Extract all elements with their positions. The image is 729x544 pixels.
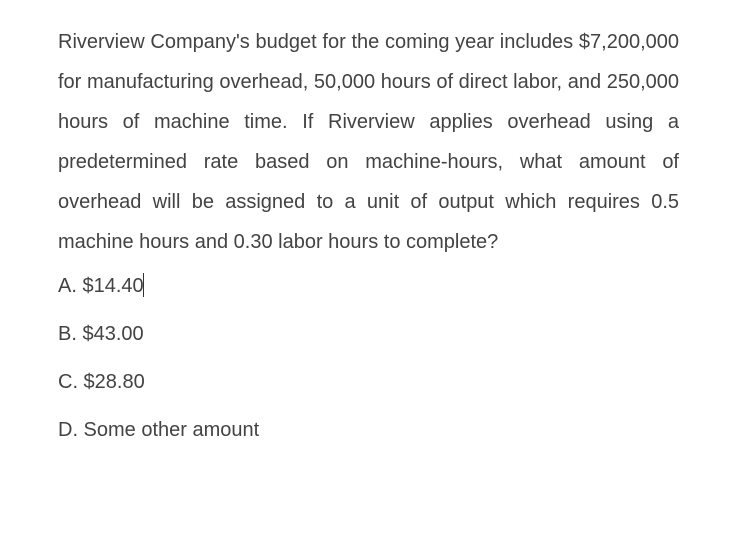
option-a-text: A. $14.40 bbox=[58, 275, 144, 297]
option-b: B. $43.00 bbox=[58, 310, 679, 358]
options-container: A. $14.40 B. $43.00 C. $28.80 D. Some ot… bbox=[58, 262, 679, 454]
option-c: C. $28.80 bbox=[58, 358, 679, 406]
question-text: Riverview Company's budget for the comin… bbox=[58, 22, 679, 262]
option-a: A. $14.40 bbox=[58, 262, 679, 310]
text-cursor bbox=[143, 273, 144, 297]
option-d: D. Some other amount bbox=[58, 406, 679, 454]
